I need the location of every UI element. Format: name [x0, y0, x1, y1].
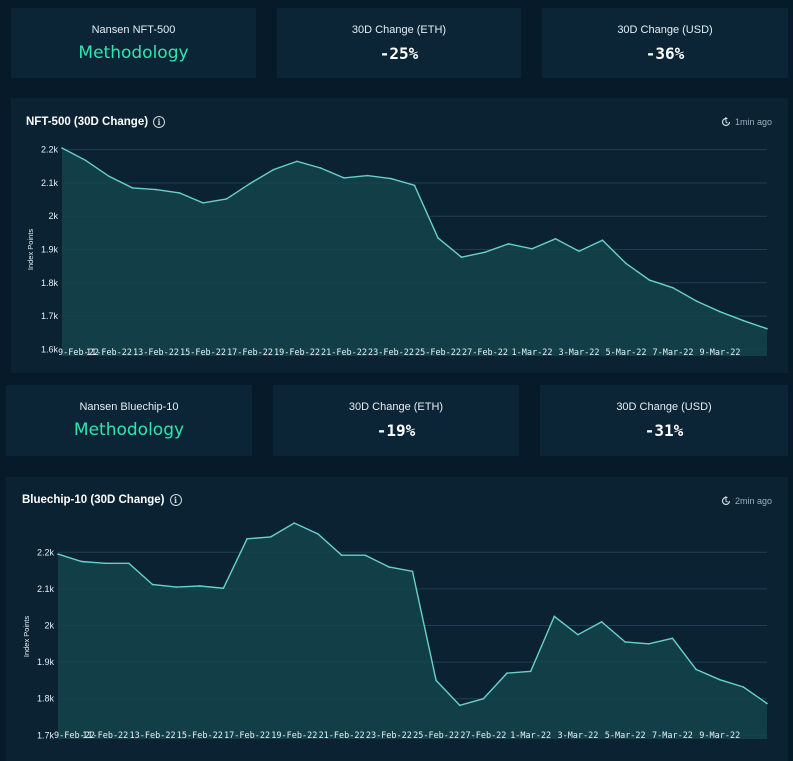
refresh-clock-icon	[721, 117, 731, 127]
bluechip-eth-change-label: 30D Change (ETH)	[348, 401, 444, 413]
bluechip-updated: 2min ago	[721, 496, 772, 506]
nft500-index-card: Nansen NFT-500 Methodology	[11, 8, 256, 78]
bluechip-usd-change-card: 30D Change (USD) -31%	[540, 385, 788, 456]
bluechip-index-name: Nansen Bluechip-10	[79, 401, 179, 413]
bluechip-chart-panel: Bluechip-10 (30D Change) i 2min ago	[6, 477, 788, 761]
nft500-usd-change-label: 30D Change (USD)	[617, 24, 713, 36]
bluechip-chart-title-text: Bluechip-10 (30D Change)	[22, 494, 165, 506]
nft500-updated-text: 1min ago	[734, 117, 772, 127]
bluechip-eth-change-value: -19%	[376, 421, 416, 440]
nft500-usd-change-value: -36%	[645, 44, 685, 63]
nft500-eth-change-label: 30D Change (ETH)	[351, 24, 447, 36]
nft500-eth-change-card: 30D Change (ETH) -25%	[277, 8, 521, 78]
nft500-chart-title-text: NFT-500 (30D Change)	[26, 116, 149, 128]
bluechip-usd-change-label: 30D Change (USD)	[616, 401, 712, 413]
info-icon[interactable]: i	[169, 494, 182, 506]
bluechip-updated-text: 2min ago	[734, 496, 772, 506]
refresh-clock-icon	[721, 496, 731, 506]
nft500-eth-change-value: -25%	[379, 44, 419, 63]
bluechip-index-card: Nansen Bluechip-10 Methodology	[6, 385, 252, 456]
nft500-updated: 1min ago	[721, 117, 772, 127]
nft500-index-name: Nansen NFT-500	[91, 24, 176, 36]
nft500-chart-panel: NFT-500 (30D Change) i 1min ago	[11, 98, 788, 373]
nft500-chart-title: NFT-500 (30D Change) i	[26, 116, 166, 128]
info-icon[interactable]: i	[153, 116, 166, 128]
bluechip-usd-change-value: -31%	[644, 421, 684, 440]
bluechip-methodology-link[interactable]: Methodology	[73, 420, 185, 440]
bluechip-eth-change-card: 30D Change (ETH) -19%	[273, 385, 519, 456]
bluechip-chart-title: Bluechip-10 (30D Change) i	[22, 494, 182, 506]
nft500-methodology-link[interactable]: Methodology	[78, 43, 189, 63]
nft500-usd-change-card: 30D Change (USD) -36%	[542, 8, 788, 78]
